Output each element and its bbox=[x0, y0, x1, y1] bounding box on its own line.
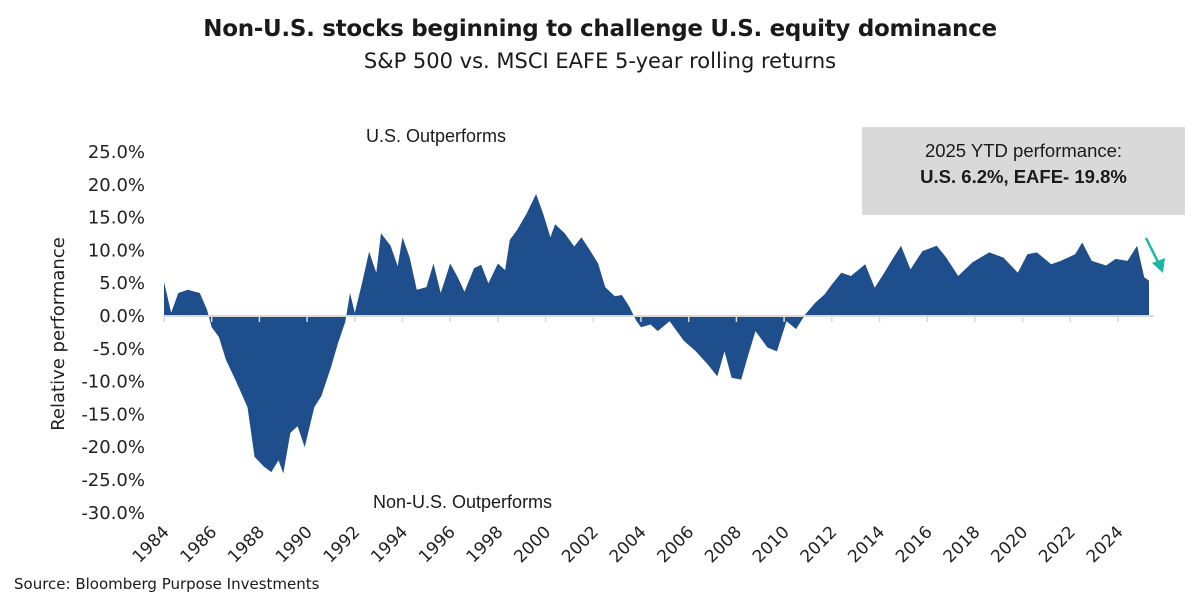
source-note: Source: Bloomberg Purpose Investments bbox=[14, 575, 320, 593]
y-tick-label: -20.0% bbox=[81, 437, 145, 458]
x-tick-label: 2010 bbox=[749, 522, 794, 567]
x-tick-label: 2000 bbox=[510, 522, 555, 567]
y-tick-label: 20.0% bbox=[88, 175, 145, 196]
x-tick-label: 2008 bbox=[701, 522, 746, 567]
x-tick-label: 1996 bbox=[415, 522, 460, 567]
y-tick-label: 5.0% bbox=[99, 273, 145, 294]
x-tick-label: 2002 bbox=[558, 522, 603, 567]
x-tick-label: 1994 bbox=[367, 522, 412, 567]
x-tick-label: 1984 bbox=[129, 522, 174, 567]
y-tick-label: 0.0% bbox=[99, 306, 145, 327]
y-tick-label: -15.0% bbox=[81, 404, 145, 425]
chart-subtitle: S&P 500 vs. MSCI EAFE 5-year rolling ret… bbox=[363, 49, 837, 73]
non-us-outperforms-label: Non-U.S. Outperforms bbox=[373, 492, 553, 512]
x-tick-label: 1998 bbox=[463, 522, 508, 567]
y-axis-title: Relative performance bbox=[48, 237, 69, 431]
x-tick-label: 2022 bbox=[1035, 522, 1080, 567]
y-tick-label: -10.0% bbox=[81, 372, 145, 393]
x-tick-label: 2020 bbox=[987, 522, 1032, 567]
arrow-icon-head bbox=[1152, 258, 1165, 273]
ytd-box-line1: 2025 YTD performance: bbox=[924, 140, 1123, 161]
x-tick-label: 2004 bbox=[606, 522, 651, 567]
us-outperforms-label: U.S. Outperforms bbox=[366, 126, 507, 146]
x-tick-label: 2018 bbox=[940, 522, 985, 567]
ytd-performance-box: 2025 YTD performance: U.S. 6.2%, EAFE- 1… bbox=[862, 127, 1185, 215]
x-tick-label: 2006 bbox=[654, 522, 699, 567]
y-tick-label: 25.0% bbox=[88, 142, 145, 163]
chart-title: Non-U.S. stocks beginning to challenge U… bbox=[203, 16, 997, 42]
y-tick-label: -5.0% bbox=[93, 339, 145, 360]
ytd-box-line2: U.S. 6.2%, EAFE- 19.8% bbox=[920, 166, 1127, 187]
y-tick-label: -25.0% bbox=[81, 470, 145, 491]
y-tick-label: 10.0% bbox=[88, 240, 145, 261]
x-tick-label: 1986 bbox=[176, 522, 221, 567]
x-tick-label: 2024 bbox=[1083, 522, 1128, 567]
relative-performance-area bbox=[164, 194, 1150, 474]
arrow-icon-shaft bbox=[1144, 237, 1160, 263]
y-tick-label: -30.0% bbox=[81, 503, 145, 524]
x-tick-label: 2014 bbox=[844, 522, 889, 567]
y-tick-label: 15.0% bbox=[88, 208, 145, 229]
x-tick-label: 2012 bbox=[797, 522, 842, 567]
x-tick-label: 2016 bbox=[892, 522, 937, 567]
x-tick-label: 1992 bbox=[320, 522, 365, 567]
x-tick-label: 1988 bbox=[224, 522, 269, 567]
x-tick-label: 1990 bbox=[272, 522, 317, 567]
